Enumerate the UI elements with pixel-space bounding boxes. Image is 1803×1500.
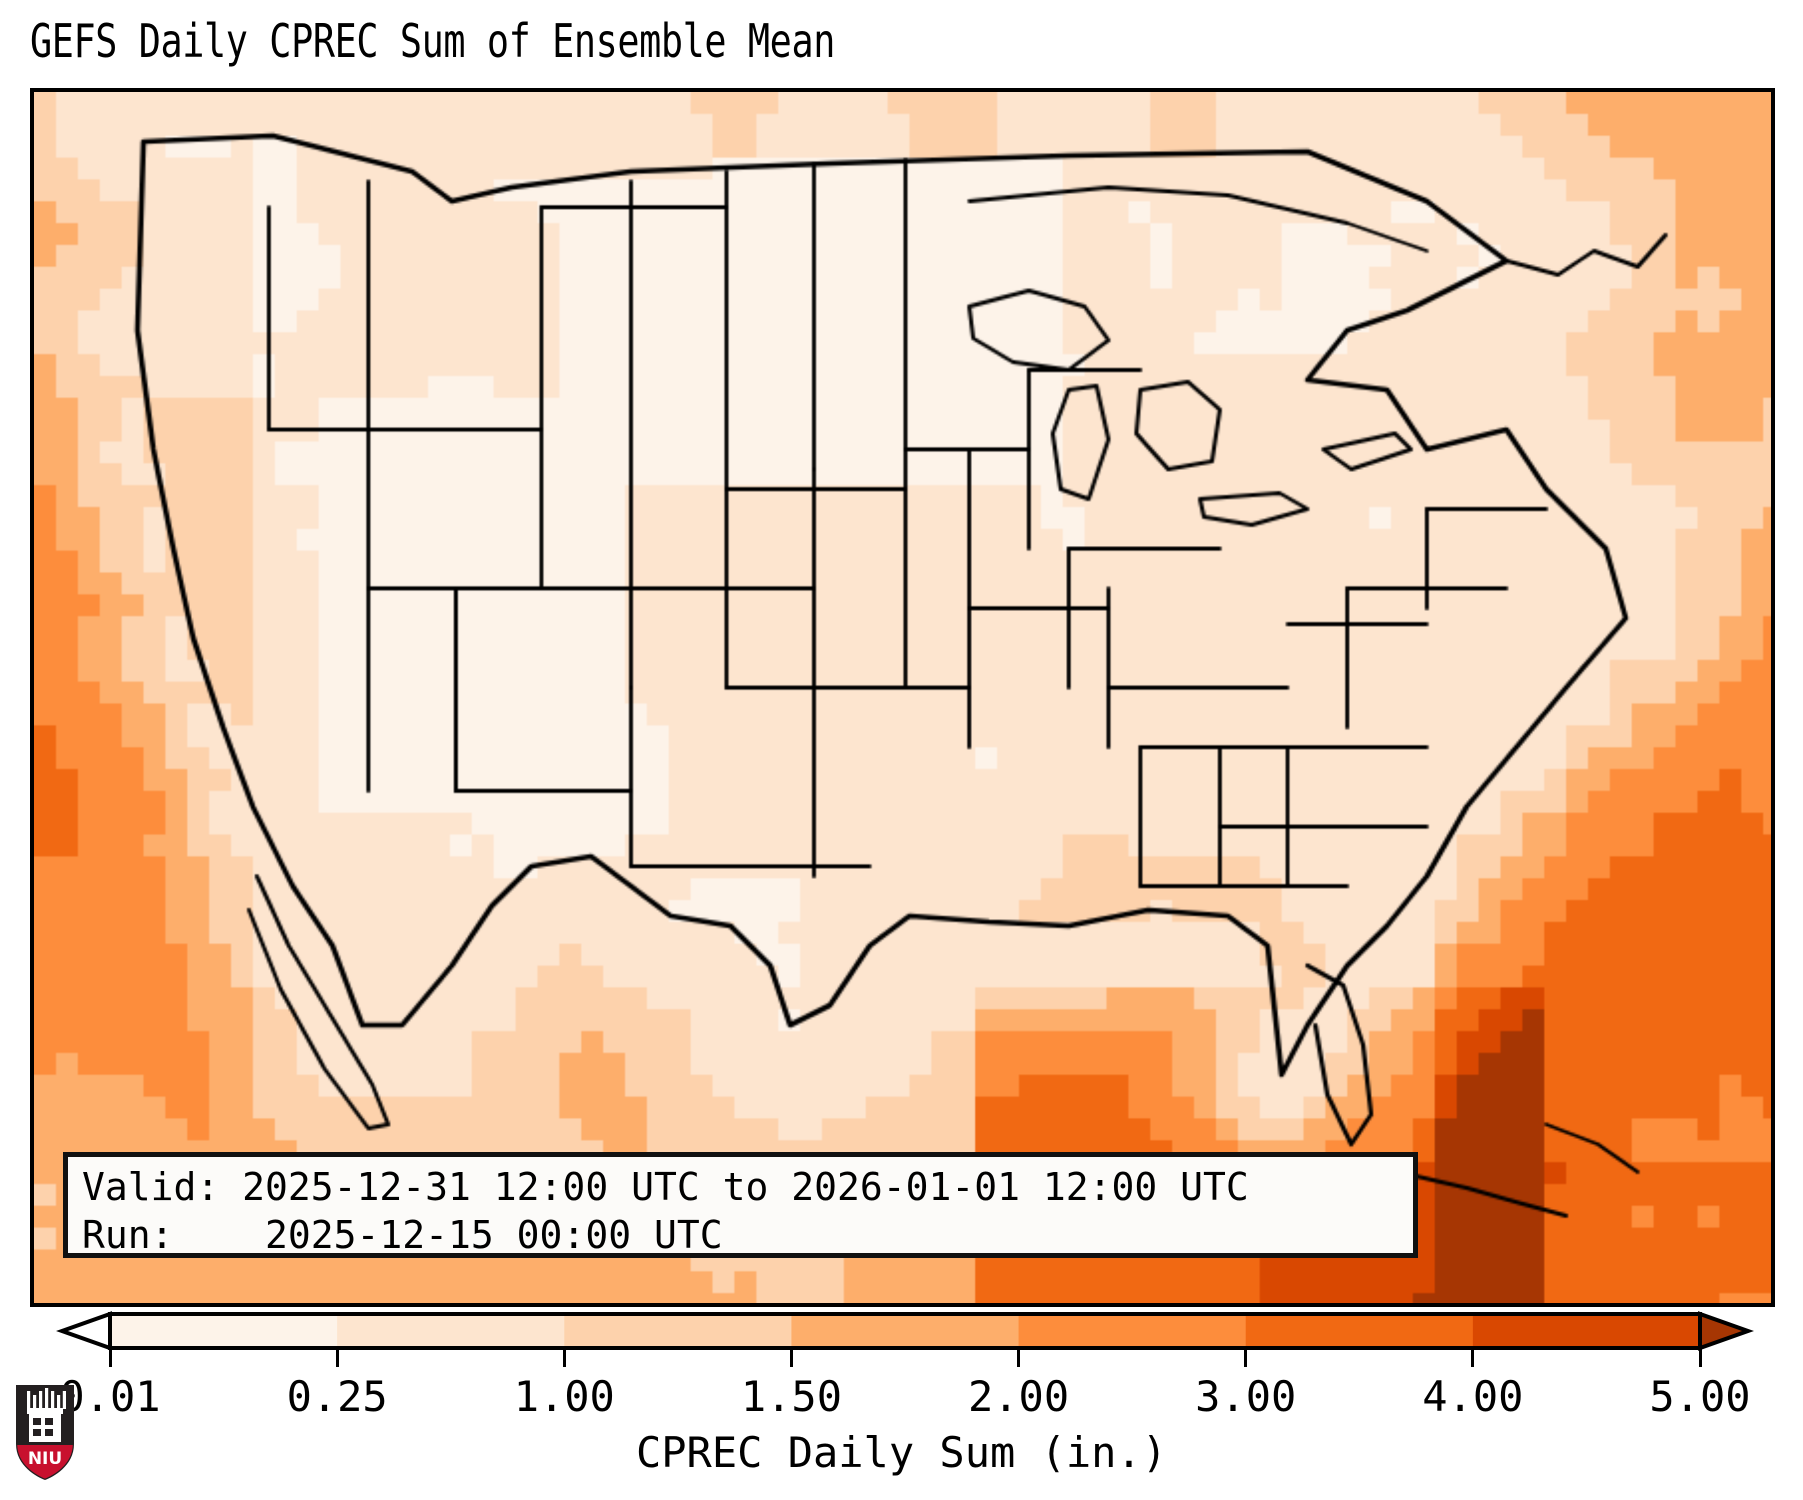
precipitation-heatmap [34,92,1771,1303]
run-time-line: Run: 2025-12-15 00:00 UTC [82,1213,723,1257]
colorbar-tick-label-6: 4.00 [1422,1372,1524,1421]
colorbar-over-arrow [1698,1311,1754,1351]
colorbar-band-2 [564,1314,793,1348]
colorbar-tick-7 [1698,1349,1702,1367]
colorbar-band-4 [1018,1314,1247,1348]
valid-time-line: Valid: 2025-12-31 12:00 UTC to 2026-01-0… [82,1165,1249,1209]
colorbar-band-5 [1245,1314,1474,1348]
colorbar-tick-label-5: 3.00 [1195,1372,1297,1421]
colorbar-tick-label-4: 2.00 [967,1372,1070,1421]
colorbar-band-1 [337,1314,565,1348]
colorbar-tick-4 [1017,1349,1021,1367]
colorbar-tick-2 [562,1349,566,1367]
niu-banner-icon [17,1444,73,1479]
colorbar [0,1310,1803,1356]
niu-logo: NIU [16,1385,74,1480]
colorbar-outline [108,1312,1702,1350]
colorbar-band-3 [791,1314,1020,1348]
page-title: GEFS Daily CPREC Sum of Ensemble Mean [30,14,835,68]
colorbar-band-0 [110,1314,338,1348]
colorbar-tick-label-3: 1.50 [740,1372,842,1421]
colorbar-tick-label-0: 0.01 [59,1372,161,1421]
colorbar-tick-labels: 0.01 0.25 1.00 1.50 2.00 3.00 4.00 5.00 [0,1372,1803,1428]
niu-logo-text: NIU [28,1449,62,1469]
colorbar-tick-1 [335,1349,339,1367]
colorbar-axis-label: CPREC Daily Sum (in.) [635,1428,1167,1477]
colorbar-tick-label-7: 5.00 [1649,1372,1751,1421]
map-plot-area [30,88,1775,1307]
colorbar-tick-0 [108,1349,112,1367]
colorbar-tick-5 [1244,1349,1248,1367]
colorbar-tick-3 [789,1349,793,1367]
colorbar-tick-6 [1471,1349,1475,1367]
niu-windows-icon [33,1418,53,1436]
colorbar-tick-label-1: 0.25 [286,1372,388,1421]
forecast-info-box: Valid: 2025-12-31 12:00 UTC to 2026-01-0… [63,1152,1418,1258]
colorbar-ticks [0,1349,1803,1369]
colorbar-band-6 [1472,1314,1701,1348]
colorbar-gradient [56,1311,1754,1351]
colorbar-tick-label-2: 1.00 [513,1372,615,1421]
colorbar-under-arrow [56,1311,112,1351]
